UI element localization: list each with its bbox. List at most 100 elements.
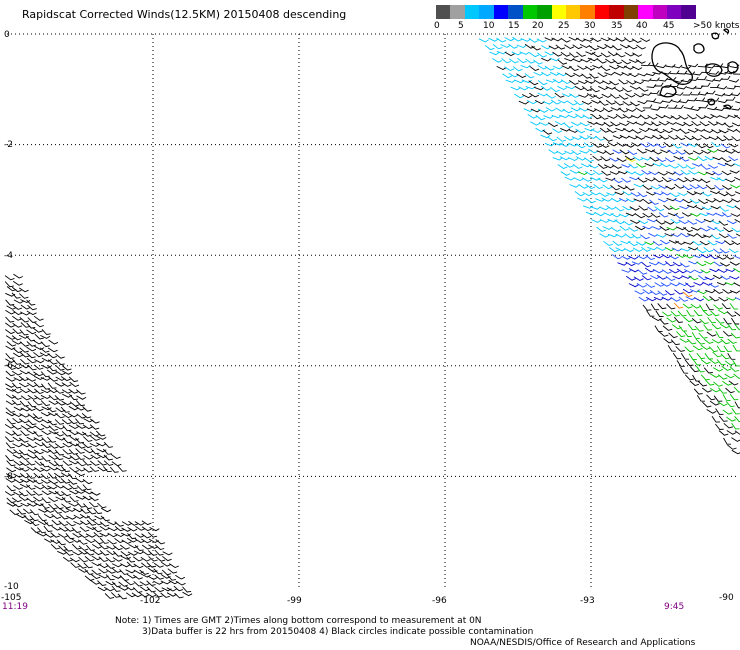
wind-barb (621, 255, 632, 260)
wind-barb (11, 370, 22, 376)
lat-label-minus2: -2 (4, 140, 13, 150)
wind-barb (563, 163, 574, 168)
wind-barb (84, 568, 94, 575)
wind-barb (678, 219, 689, 225)
wind-barb (700, 344, 711, 350)
wind-barb (683, 149, 694, 155)
wind-barb (557, 99, 568, 104)
wind-barb (723, 227, 733, 233)
wind-barb (676, 360, 685, 367)
wind-barb (612, 254, 622, 260)
wind-barb (589, 73, 599, 79)
credit: NOAA/NESDIS/Office of Research and Appli… (470, 638, 696, 648)
wind-barb (89, 431, 100, 437)
wind-barb (676, 331, 686, 338)
wind-barb (20, 430, 30, 436)
wind-barb (588, 164, 599, 169)
wind-barb (64, 537, 74, 544)
wind-barb (56, 539, 66, 546)
wind-barb (688, 353, 697, 360)
wind-barb (545, 93, 556, 99)
wind-barb (728, 143, 739, 148)
wind-barb (697, 171, 708, 176)
wind-barb (16, 508, 26, 515)
wind-barb (663, 141, 674, 148)
wind-barb (650, 185, 661, 190)
wind-barb (26, 377, 36, 382)
wind-barb (30, 527, 41, 533)
wind-barb (504, 37, 515, 42)
wind-barb (585, 211, 597, 216)
wind-barb (692, 254, 703, 259)
wind-barb (656, 246, 667, 251)
wind-barb (642, 225, 653, 230)
wind-barb (636, 44, 646, 50)
wind-barb (85, 533, 96, 538)
wind-barb (599, 143, 610, 148)
wind-barb (126, 556, 136, 563)
wind-barb (552, 51, 563, 57)
wind-barb (528, 38, 539, 43)
wind-barb (89, 418, 100, 424)
wind-barb (98, 563, 109, 569)
wind-barb (711, 141, 721, 148)
wind-barb (702, 98, 713, 103)
wind-barb (601, 93, 612, 98)
wind-barb (83, 448, 94, 454)
wind-barb (667, 149, 678, 155)
wind-barb (660, 191, 672, 196)
wind-barb (677, 310, 687, 317)
wind-barb (718, 415, 728, 422)
wind-barb (166, 587, 177, 592)
wind-barb (625, 170, 636, 175)
wind-barb (586, 93, 597, 98)
wind-barb (654, 325, 663, 333)
wind-barb (103, 454, 113, 461)
wind-barb (577, 197, 588, 202)
wind-barb (4, 424, 15, 429)
wind-barb (686, 85, 697, 90)
wind-barb (640, 157, 652, 161)
wind-barb (533, 71, 544, 76)
wind-barb (618, 94, 629, 100)
wind-barb (43, 513, 54, 519)
wind-barb (621, 59, 631, 65)
wind-barb (556, 150, 567, 155)
wind-barb (139, 569, 149, 575)
wind-barb (715, 408, 724, 415)
wind-barb (73, 514, 84, 520)
wind-barb (545, 107, 556, 112)
wind-barb (625, 198, 637, 203)
wind-barb (734, 401, 740, 409)
wind-barb (5, 352, 15, 359)
wind-barb (34, 442, 45, 447)
wind-barb (54, 425, 65, 430)
wind-barb (654, 128, 665, 134)
wind-barb (581, 73, 592, 79)
wind-barb (670, 233, 682, 238)
wind-barb (29, 515, 39, 522)
wind-barb (120, 563, 131, 568)
wind-barb (120, 551, 131, 557)
wind-barb (573, 72, 584, 77)
wind-barb (32, 339, 43, 345)
wind-barb (689, 198, 700, 204)
wind-barb (605, 177, 616, 181)
wind-barb (596, 150, 607, 154)
wind-barb (665, 63, 676, 68)
wind-barb (33, 417, 43, 423)
wind-barb (596, 226, 606, 232)
colorbar-segment (681, 5, 696, 19)
wind-barb (732, 359, 740, 367)
wind-barb (69, 455, 80, 461)
wind-barb (610, 185, 620, 191)
wind-barb (12, 485, 23, 490)
wind-barb (20, 311, 31, 316)
wind-barb (91, 562, 102, 567)
wind-barb (695, 218, 706, 224)
wind-barb (141, 526, 152, 532)
wind-barb (646, 310, 655, 317)
wind-barb (50, 532, 60, 538)
wind-barb (44, 508, 55, 513)
wind-barb (82, 442, 92, 449)
